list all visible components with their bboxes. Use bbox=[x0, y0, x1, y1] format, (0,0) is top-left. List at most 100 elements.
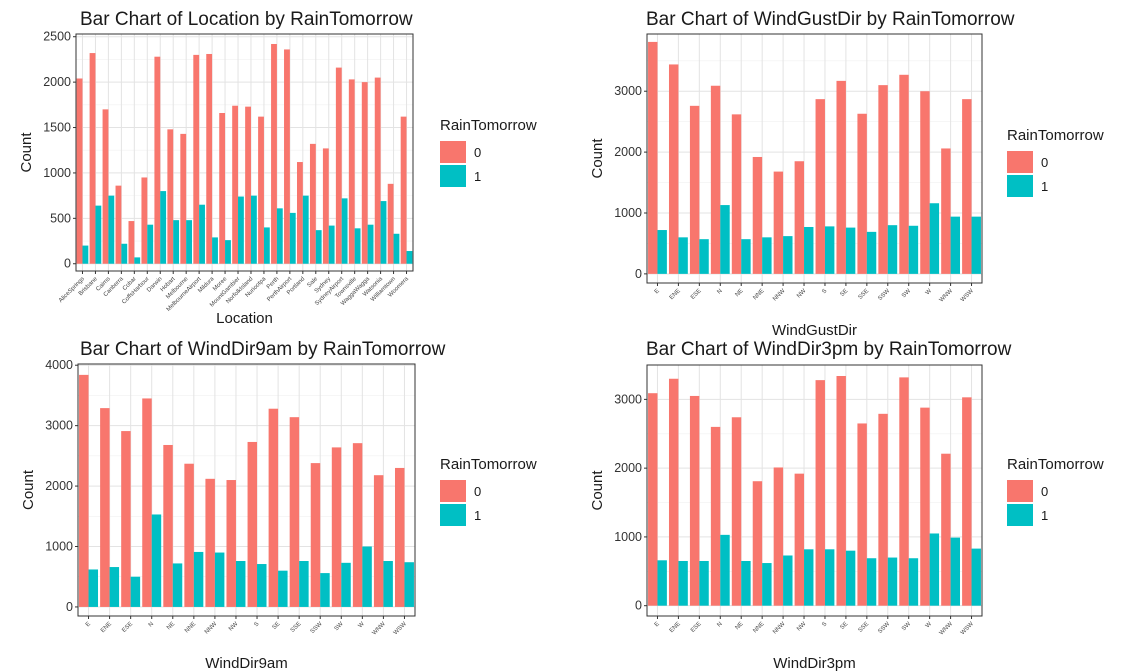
bar-Hobart-1 bbox=[173, 220, 180, 264]
bar-E-1 bbox=[657, 230, 667, 274]
x-tick-label: WNW bbox=[939, 621, 955, 637]
y-tick-label: 2000 bbox=[614, 461, 642, 475]
y-tick-label: 1500 bbox=[43, 121, 71, 135]
bar-SSW-0 bbox=[878, 413, 888, 606]
x-tick-label: S bbox=[821, 621, 828, 628]
x-tick-label: W bbox=[358, 621, 366, 629]
x-axis-label: WindGustDir bbox=[772, 322, 857, 339]
bar-W-0 bbox=[352, 443, 363, 607]
legend-swatch-1 bbox=[440, 504, 466, 526]
y-tick-label: 3000 bbox=[614, 84, 642, 98]
legend-swatch-0 bbox=[440, 141, 466, 163]
bar-Moree-0 bbox=[219, 113, 226, 264]
x-tick-label: SSW bbox=[310, 621, 324, 635]
bar-SSW-0 bbox=[878, 85, 888, 274]
x-tick-label: NNE bbox=[752, 621, 765, 634]
x-tick-label: ESE bbox=[121, 621, 134, 634]
bar-ESE-0 bbox=[689, 105, 700, 274]
bar-NNW-0 bbox=[773, 171, 784, 274]
bar-Mildura-1 bbox=[212, 237, 218, 264]
bar-NE-1 bbox=[741, 560, 751, 606]
bar-SE-1 bbox=[845, 550, 856, 606]
bar-SSE-0 bbox=[857, 423, 867, 606]
bar-Mildura-0 bbox=[206, 53, 213, 264]
x-tick-label: NNW bbox=[772, 621, 787, 636]
bar-Perth-1 bbox=[276, 208, 283, 264]
legend-item-0: 0 bbox=[1007, 150, 1104, 174]
bar-ENE-1 bbox=[678, 560, 688, 606]
legend: RainTomorrow 0 1 bbox=[440, 117, 537, 188]
x-tick-label: SSE bbox=[290, 621, 303, 634]
bar-Darwin-1 bbox=[160, 191, 167, 264]
x-tick-label: NNE bbox=[184, 621, 197, 634]
chart-title: Bar Chart of WindDir3pm by RainTomorrow bbox=[646, 339, 1012, 360]
bar-E-1 bbox=[88, 569, 99, 607]
bar-ENE-0 bbox=[668, 378, 679, 606]
bar-NNW-1 bbox=[783, 555, 793, 606]
bar-Sydney-1 bbox=[328, 225, 335, 264]
y-tick-label: 3000 bbox=[614, 392, 642, 406]
bar-Canberra-1 bbox=[121, 243, 128, 264]
legend-label-1: 1 bbox=[474, 507, 482, 523]
bar-NNW-1 bbox=[783, 236, 793, 274]
bar-S-0 bbox=[247, 441, 258, 607]
bar-SSE-1 bbox=[866, 558, 877, 606]
bar-NNE-1 bbox=[762, 563, 772, 606]
x-tick-label: E bbox=[85, 621, 92, 628]
bar-N-0 bbox=[710, 426, 721, 606]
x-tick-label: SE bbox=[272, 621, 282, 631]
bar-Sale-1 bbox=[315, 230, 322, 264]
plot-border bbox=[75, 33, 414, 272]
bar-Williamtown-0 bbox=[387, 183, 394, 264]
bar-WNW-1 bbox=[950, 537, 961, 606]
bar-S-1 bbox=[824, 549, 835, 606]
bar-PerthAirport-0 bbox=[284, 49, 290, 264]
x-tick-label: SE bbox=[839, 621, 849, 631]
bar-Moree-1 bbox=[225, 240, 231, 264]
bar-NNE-0 bbox=[752, 156, 763, 274]
bar-N-1 bbox=[720, 534, 730, 606]
x-tick-label: NNW bbox=[204, 621, 219, 636]
bar-Portland-0 bbox=[296, 162, 303, 264]
bar-WaggaWagga-1 bbox=[367, 224, 374, 264]
bar-SE-0 bbox=[836, 376, 846, 606]
bar-NE-0 bbox=[731, 417, 742, 606]
x-tick-label: WSW bbox=[960, 621, 975, 636]
legend-swatch-1 bbox=[440, 165, 466, 187]
bar-Canberra-0 bbox=[115, 185, 122, 264]
bar-WSW-1 bbox=[971, 216, 981, 274]
bar-W-1 bbox=[929, 203, 940, 274]
bar-Darwin-0 bbox=[154, 56, 161, 264]
bar-E-0 bbox=[648, 41, 658, 274]
chart-panel-winddir3pm: Bar Chart of WindDir3pm by RainTomorrow … bbox=[570, 335, 1140, 671]
legend-label-0: 0 bbox=[474, 144, 482, 160]
bar-SSW-1 bbox=[887, 557, 898, 606]
chart-title: Bar Chart of Location by RainTomorrow bbox=[80, 9, 413, 30]
y-tick-label: 0 bbox=[64, 257, 71, 271]
bar-NW-0 bbox=[794, 473, 805, 606]
bar-N-1 bbox=[151, 514, 162, 607]
x-tick-label: WNW bbox=[371, 621, 387, 637]
bar-NE-0 bbox=[163, 444, 173, 607]
bar-W-0 bbox=[920, 407, 930, 606]
legend-swatch-0 bbox=[440, 480, 466, 502]
bar-WSW-0 bbox=[962, 99, 972, 274]
legend-title: RainTomorrow bbox=[1007, 456, 1104, 473]
x-tick-label: WNW bbox=[939, 288, 955, 304]
chart-panel-location: Bar Chart of Location by RainTomorrow 0 5… bbox=[0, 0, 570, 335]
y-tick-label: 0 bbox=[635, 599, 642, 613]
bar-SW-0 bbox=[899, 377, 909, 606]
y-axis-label: Count bbox=[589, 470, 606, 511]
plot-border bbox=[646, 33, 983, 284]
x-tick-label: WSW bbox=[393, 621, 408, 636]
x-tick-label: SW bbox=[334, 621, 345, 632]
bar-E-1 bbox=[657, 560, 667, 606]
x-tick-label: S bbox=[253, 621, 260, 628]
legend: RainTomorrow 0 1 bbox=[1007, 127, 1104, 198]
bar-ESE-0 bbox=[121, 431, 131, 607]
bar-N-0 bbox=[710, 85, 721, 274]
bar-SW-1 bbox=[908, 558, 919, 606]
